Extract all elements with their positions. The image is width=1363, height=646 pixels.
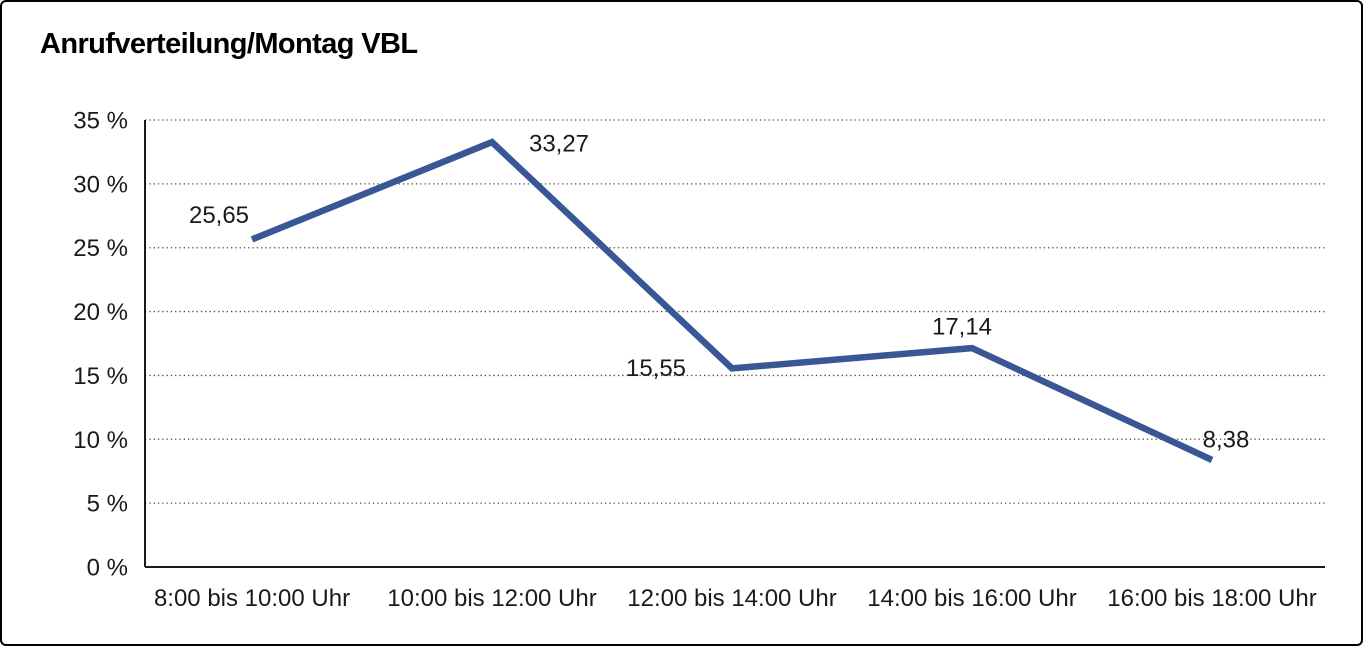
y-tick-label: 5 % — [87, 491, 128, 518]
y-tick-label: 15 % — [73, 363, 128, 390]
y-tick-label: 10 % — [73, 427, 128, 454]
axes-group — [144, 120, 1325, 568]
x-axis-labels: 8:00 bis 10:00 Uhr 10:00 bis 12:00 Uhr 12:… — [154, 585, 1317, 612]
data-value-label: 15,55 — [626, 355, 686, 382]
y-axis-labels: 35 % 30 % 25 % 20 % 15 % 10 % 5 % 0 % — [73, 108, 128, 582]
gridlines-group — [145, 119, 1325, 504]
data-value-label: 8,38 — [1203, 426, 1250, 453]
data-value-label: 33,27 — [529, 131, 589, 158]
y-tick-label: 0 % — [87, 555, 128, 582]
y-tick-label: 25 % — [73, 235, 128, 262]
data-value-label: 17,14 — [932, 314, 992, 341]
x-tick-label: 16:00 bis 18:00 Uhr — [1107, 585, 1316, 612]
x-tick-label: 10:00 bis 12:00 Uhr — [387, 585, 596, 612]
chart-title: Anrufverteilung/Montag VBL — [40, 28, 418, 60]
x-tick-label: 12:00 bis 14:00 Uhr — [627, 585, 836, 612]
x-tick-label: 8:00 bis 10:00 Uhr — [154, 585, 350, 612]
data-labels-group: 25,65 33,27 15,55 17,14 8,38 — [189, 131, 1249, 454]
data-line — [250, 138, 1214, 463]
y-tick-label: 20 % — [73, 299, 128, 326]
data-value-label: 25,65 — [189, 202, 249, 229]
y-tick-label: 35 % — [73, 108, 128, 135]
y-tick-label: 30 % — [73, 171, 128, 198]
x-tick-label: 14:00 bis 16:00 Uhr — [867, 585, 1076, 612]
